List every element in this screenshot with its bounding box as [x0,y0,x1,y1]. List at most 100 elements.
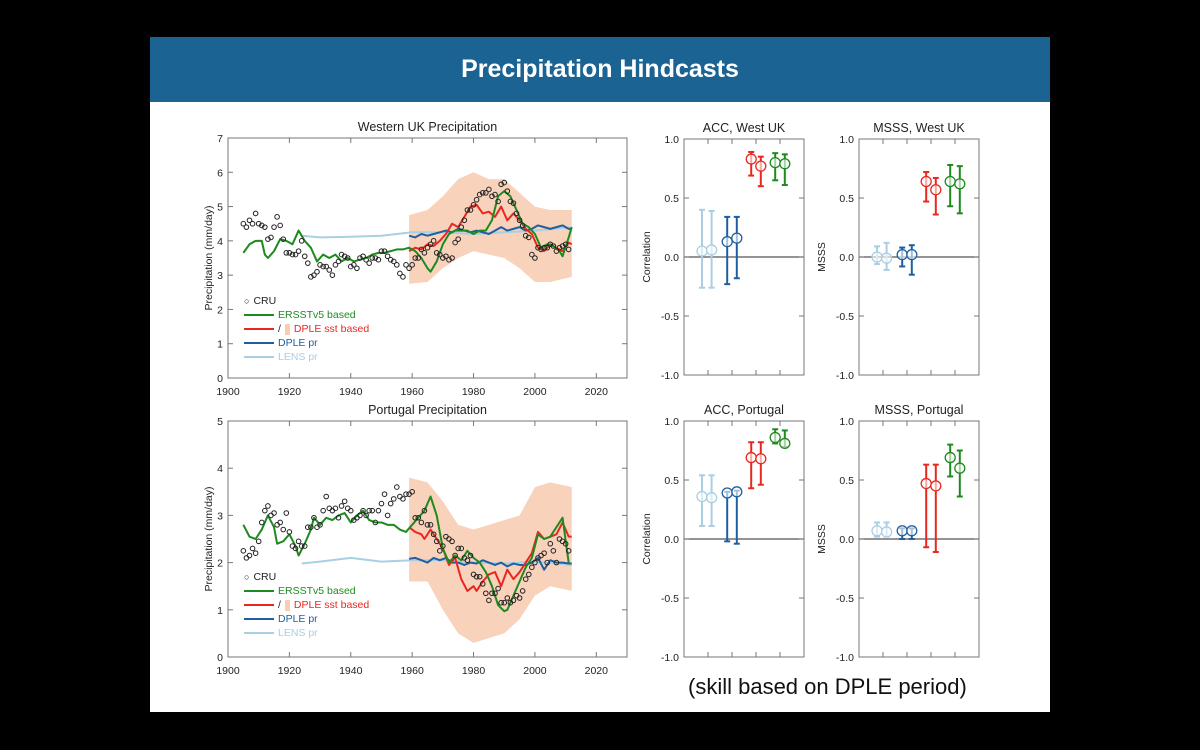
ersst-line [242,190,573,273]
cru-point [479,190,486,196]
cru-point [311,272,317,278]
cru-point [323,263,330,270]
cru-point [375,256,382,263]
skill-point [906,525,918,537]
legend-lens: LENS pr [244,626,369,640]
cru-point [415,255,422,261]
cru-point [305,260,311,266]
cru-point [541,244,547,251]
legend-ersst: ERSSTv5 based [244,308,369,322]
msss-west-uk-chart: MSSS, West UK -1.0 -0.5 0.0 0.5 1.0 MSSS [816,121,980,382]
cru-point [265,503,271,509]
y-tick-label: 0.5 [839,193,854,205]
chart-title: Western UK Precipitation [358,120,497,134]
cru-point [258,519,265,526]
x-tick-label: 1960 [400,386,424,398]
cru-point [390,496,397,502]
y-tick-label: 4 [217,236,223,248]
plot-frame [227,420,628,658]
dple-sst-spread-band [409,477,572,643]
cru-point [433,538,440,545]
cru-point [409,489,415,495]
y-tick-label: 0.5 [664,475,679,487]
cru-point [553,248,560,254]
y-tick-label: 2 [217,558,223,570]
skill-point [745,451,757,464]
cru-point [501,599,508,606]
cru-point [455,545,461,552]
skill-point [779,437,791,450]
skill-point [779,158,791,170]
cru-point [504,188,511,194]
legend-dple-pr: DPLE pr [244,336,369,350]
y-axis-label: Correlation [641,513,653,565]
cru-point [430,238,437,244]
cru-point [529,564,535,571]
cru-point [424,522,431,528]
cru-point [470,202,477,208]
x-tick-label: 1940 [339,386,363,398]
y-axis-label: Precipitation (mm/day) [203,486,215,591]
cru-point [286,529,293,535]
legend-cru: ○ CRU [244,571,277,583]
cru-point [301,543,308,549]
y-tick-label: 4 [217,463,223,475]
y-tick-label: 0.0 [664,534,679,546]
cru-point [277,222,283,229]
cru-point [384,512,391,519]
skill-point [954,462,966,474]
cru-point [255,538,262,545]
cru-point [295,248,302,254]
cru-point [504,595,511,601]
y-tick-label: 0 [217,652,223,664]
y-tick-label: 6 [217,167,223,179]
cru-point [525,571,532,578]
cru-point [252,550,259,556]
cru-point [366,507,372,514]
cru-point [519,588,526,594]
cru-point [262,224,268,230]
skill-point [705,244,718,256]
cru-point [298,543,305,549]
skill-point [896,248,908,261]
lens-pr-line [301,556,572,566]
x-tick-label: 1900 [216,665,240,677]
cru-point [243,224,250,230]
cru-point [464,557,471,564]
cru-point [464,207,471,213]
cru-point [384,253,391,260]
cru-point [381,491,388,497]
cru-point [271,224,277,230]
cru-point [308,524,314,530]
cru-point [510,597,517,604]
cru-point [360,507,366,514]
acc-portugal-chart: ACC, Portugal -1.0 -0.5 0.0 0.5 1.0 Correlatio… [641,403,805,664]
dple-sst-line [408,203,573,253]
y-tick-label: 0.5 [664,193,679,205]
cru-point [381,248,388,254]
cru-point [375,507,382,514]
legend-uk: ○ CRU ERSSTv5 based / DPLE sst based DPLE … [244,294,369,364]
skill-point [705,492,718,504]
cru-point [483,590,489,597]
cru-point [351,262,357,268]
y-tick-label: 3 [217,510,223,522]
cru-point [277,519,283,526]
cru-point [532,255,538,261]
cru-point [400,496,406,502]
cru-point [323,493,330,500]
y-tick-label: 0.0 [664,252,679,264]
cru-point [525,234,532,241]
cru-point [249,220,256,227]
cru-point [280,526,287,533]
skill-point [755,160,767,172]
cru-point [495,198,501,205]
y-tick-label: 1.0 [839,416,854,428]
skill-point [755,453,767,465]
cru-point [421,507,428,514]
skill-point [944,451,956,464]
cru-point [473,573,480,580]
cru-point [326,267,333,273]
x-tick-label: 1920 [278,386,302,398]
legend-lens: LENS pr [244,350,369,364]
